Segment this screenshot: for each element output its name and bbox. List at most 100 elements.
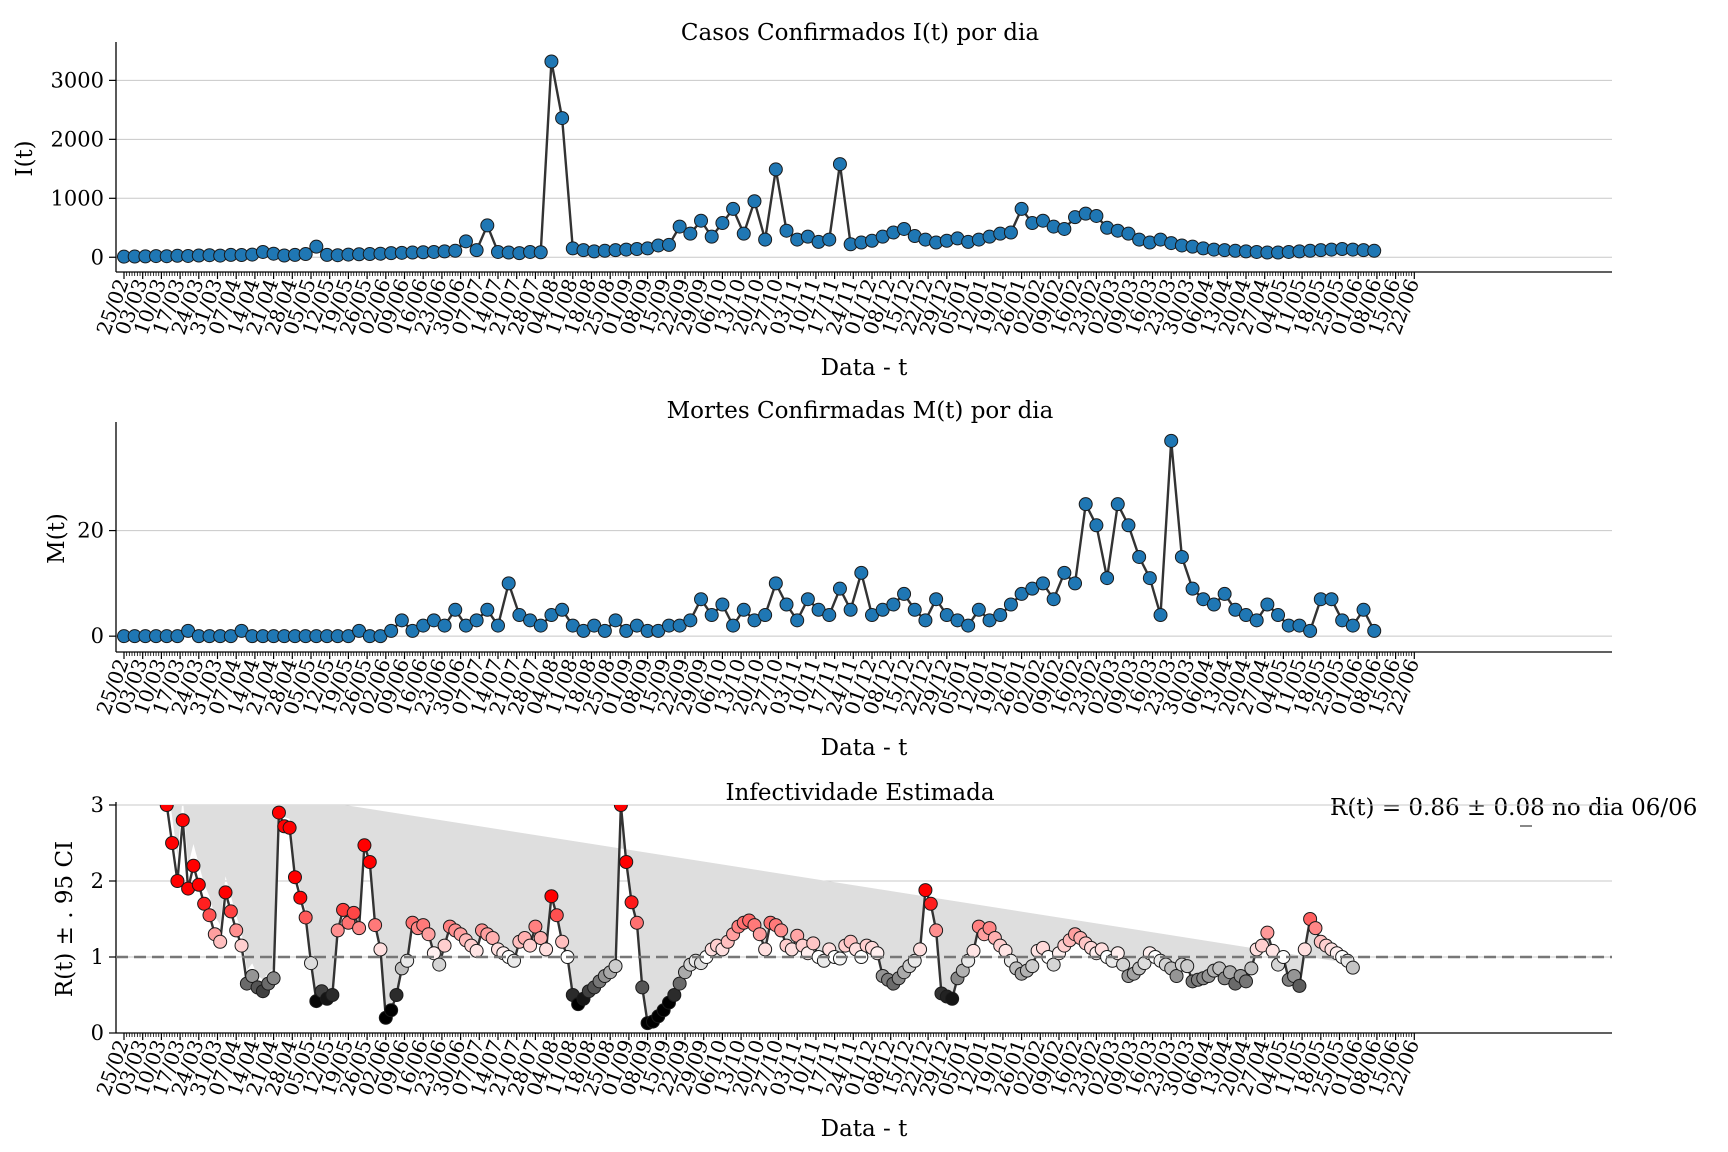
data-point (544, 889, 559, 904)
data-point (1352, 0, 1365, 7)
y-tick-label: 0 (91, 1021, 104, 1045)
rt-annotation: R(t) = 0.86 ± 0.08 no dia 06/06 (1330, 795, 1697, 821)
data-point (806, 936, 821, 951)
data-point (1003, 597, 1018, 612)
data-point (1035, 576, 1050, 591)
data-point (1217, 586, 1232, 601)
data-point (1260, 925, 1275, 940)
data-point (1132, 549, 1147, 564)
data-point (993, 608, 1008, 623)
data-point (501, 576, 516, 591)
y-tick-label: 1 (91, 945, 104, 969)
data-point (533, 245, 548, 260)
data-point (170, 874, 185, 888)
data-point (694, 592, 709, 607)
data-point (298, 910, 313, 925)
deaths-chart: Mortes Confirmadas M(t) por dia 02025/02… (44, 398, 1612, 761)
data-point (768, 162, 783, 177)
data-point (384, 623, 399, 638)
data-point (555, 602, 570, 617)
data-point (832, 157, 847, 172)
data-point (165, 836, 180, 850)
data-point (245, 969, 260, 983)
data-point (629, 915, 644, 930)
data-point (555, 111, 570, 126)
data-point (683, 613, 698, 628)
data-point (747, 194, 762, 209)
data-point (1308, 921, 1323, 936)
data-point (1303, 623, 1318, 638)
data-point (971, 602, 986, 617)
data-point (945, 991, 960, 1006)
data-point (293, 890, 308, 905)
data-point (1121, 226, 1136, 241)
data-point (186, 858, 201, 873)
data-point (961, 618, 976, 633)
data-point (1057, 221, 1072, 236)
data-point (1014, 201, 1029, 216)
data-point (1116, 957, 1131, 972)
data-point (1324, 592, 1339, 607)
data-point (218, 885, 233, 900)
y-axis-label: I(t) (12, 140, 38, 176)
cases-chart-title: Casos Confirmados I(t) por dia (681, 20, 1039, 46)
data-point (1057, 565, 1072, 580)
data-point (549, 908, 564, 923)
data-point (437, 938, 452, 953)
data-point (619, 855, 634, 869)
data-point (555, 934, 570, 949)
data-point (779, 597, 794, 612)
data-point (432, 957, 447, 972)
data-point (832, 581, 847, 596)
data-point (832, 951, 847, 966)
infectivity-chart-title: Infectividade Estimada (725, 780, 994, 806)
cases-chart: Casos Confirmados I(t) por dia 0 1000 2000… (12, 20, 1612, 381)
data-point (330, 923, 345, 938)
data-point (843, 602, 858, 617)
data-point (325, 988, 340, 1002)
data-point (469, 943, 484, 958)
y-tick-label: 3000 (51, 68, 104, 92)
data-point (1089, 518, 1104, 533)
data-point (1089, 208, 1104, 223)
data-point (758, 942, 773, 957)
y-axis-label: R(t) ± . 95 CI (52, 841, 78, 997)
data-point (683, 226, 698, 241)
data-point (373, 942, 388, 957)
data-point (202, 908, 217, 923)
data-point (608, 959, 623, 974)
data-point (1035, 213, 1050, 228)
grid-lines (116, 79, 1612, 258)
data-point (613, 805, 628, 812)
data-point (523, 938, 538, 953)
data-point (234, 938, 249, 953)
data-point (1239, 974, 1253, 989)
data-point (1297, 942, 1312, 957)
deaths-chart-title: Mortes Confirmadas M(t) por dia (667, 398, 1054, 424)
data-point (1345, 960, 1360, 975)
data-point (539, 942, 554, 957)
data-point (469, 243, 484, 258)
plot-area (159, 0, 1365, 1031)
data-point (854, 565, 869, 580)
data-point (1180, 959, 1195, 974)
data-point (1292, 978, 1307, 993)
data-point (694, 213, 709, 228)
data-point (923, 896, 938, 911)
data-point (667, 988, 682, 1002)
data-point (597, 623, 612, 638)
data-point (774, 923, 789, 938)
y-axis-label: M(t) (44, 513, 70, 564)
data-point (1164, 433, 1179, 448)
data-point (1046, 592, 1061, 607)
data-point (661, 237, 676, 252)
data-point (352, 921, 367, 936)
data-point (533, 931, 548, 945)
data-point (918, 883, 933, 898)
data-point (271, 805, 286, 820)
data-point (635, 980, 650, 995)
data-point (437, 618, 452, 633)
data-point (1174, 549, 1189, 564)
x-axis-label: Data - t (821, 735, 909, 761)
